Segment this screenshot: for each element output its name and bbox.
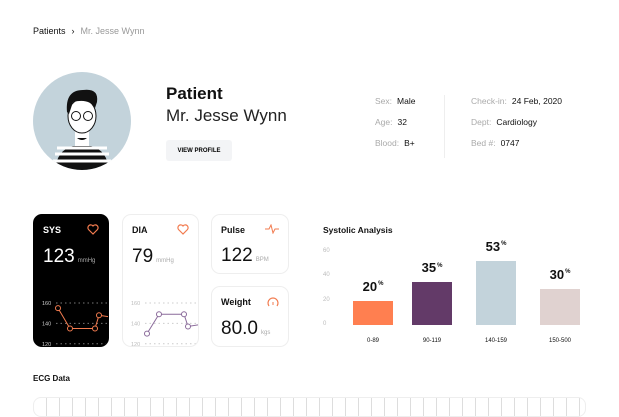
data-point — [181, 311, 187, 318]
divider — [444, 95, 445, 158]
data-point — [92, 325, 98, 332]
data-point — [55, 305, 61, 312]
series-line — [146, 313, 198, 334]
y-tick: 20 — [323, 296, 330, 303]
info-row: Dept: Cardiology — [471, 117, 537, 127]
y-tick: 140 — [131, 321, 140, 327]
info-row: Check-in: 24 Feb, 2020 — [471, 96, 562, 106]
patient-name: Mr. Jesse Wynn — [166, 106, 287, 125]
info-value: 0747 — [500, 138, 520, 148]
bar-150-500[interactable] — [540, 288, 580, 325]
view-profile-button[interactable]: VIEW PROFILE — [166, 140, 232, 161]
info-value: 32 — [397, 117, 407, 127]
info-row: Age: 32 — [375, 117, 407, 127]
ecg-chart — [33, 397, 586, 417]
dia-title: DIA — [132, 225, 148, 235]
data-point — [67, 325, 73, 332]
sys-value: 123 mmHg — [43, 246, 96, 267]
x-tick: 0-89 — [366, 338, 379, 344]
info-label: Age: — [375, 117, 393, 127]
ecg-title: ECG Data — [33, 374, 70, 383]
heartbeat-icon — [265, 224, 279, 234]
info-label: Check-in: — [471, 96, 507, 106]
data-point — [156, 311, 162, 318]
patient-heading: Patient — [166, 84, 223, 103]
y-tick: 160 — [42, 301, 51, 307]
data-point — [185, 323, 191, 330]
y-tick: 160 — [131, 301, 140, 307]
sys-sparkline: 160 140 120 — [42, 301, 108, 347]
gauge-icon — [267, 297, 279, 307]
y-tick: 120 — [42, 342, 51, 347]
info-value: B+ — [404, 138, 415, 148]
x-tick: 90-119 — [422, 338, 442, 344]
heart-icon — [177, 224, 189, 235]
breadcrumb-current: Mr. Jesse Wynn — [80, 26, 145, 36]
y-tick: 0 — [323, 321, 327, 327]
systolic-analysis-title: Systolic Analysis — [323, 225, 393, 235]
bar-140-159[interactable] — [476, 260, 516, 325]
sys-title: SYS — [43, 225, 62, 235]
bar-0-89[interactable] — [353, 300, 393, 325]
y-tick: 60 — [323, 248, 330, 254]
breadcrumb: Patients › Mr. Jesse Wynn — [33, 26, 144, 36]
info-value: Male — [397, 96, 416, 106]
data-point — [96, 312, 102, 319]
weight-value: 80.0 kgs — [221, 318, 271, 339]
info-value: Cardiology — [496, 117, 537, 127]
dia-card[interactable]: DIA 79 mmHg 160 140 120 — [122, 214, 199, 347]
heart-icon — [87, 224, 99, 235]
info-label: Bed #: — [471, 138, 496, 148]
bar-label: 20% — [362, 278, 384, 294]
weight-card[interactable]: Weight 80.0 kgs — [211, 286, 289, 347]
info-row: Bed #: 0747 — [471, 138, 520, 148]
info-label: Dept: — [471, 117, 492, 127]
weight-title: Weight — [221, 297, 251, 307]
data-point — [144, 330, 150, 337]
dia-sparkline: 160 140 120 — [131, 301, 198, 347]
bar-label: 35% — [421, 260, 443, 276]
y-tick: 120 — [131, 342, 140, 347]
avatar — [33, 72, 131, 170]
info-row: Sex: Male — [375, 96, 415, 106]
x-tick: 150-500 — [548, 338, 572, 344]
pulse-value: 122 BPM — [221, 245, 269, 266]
y-tick: 140 — [42, 321, 51, 327]
bar-label: 53% — [485, 238, 507, 254]
bar-90-119[interactable] — [412, 282, 452, 325]
pulse-card[interactable]: Pulse 122 BPM — [211, 214, 289, 274]
info-value: 24 Feb, 2020 — [511, 96, 563, 106]
dia-value: 79 mmHg — [132, 246, 174, 267]
sys-card[interactable]: SYS 123 mmHg 160 140 120 — [33, 214, 109, 347]
breadcrumb-separator: › — [71, 26, 75, 36]
y-tick: 40 — [323, 272, 330, 279]
info-label: Sex: — [375, 96, 393, 106]
info-row: Blood: B+ — [375, 138, 415, 148]
breadcrumb-patients[interactable]: Patients — [33, 26, 66, 36]
series-line — [57, 307, 108, 329]
info-label: Blood: — [375, 138, 400, 148]
x-tick: 140-159 — [484, 338, 508, 344]
bar-label: 30% — [549, 266, 571, 282]
pulse-title: Pulse — [221, 225, 246, 235]
